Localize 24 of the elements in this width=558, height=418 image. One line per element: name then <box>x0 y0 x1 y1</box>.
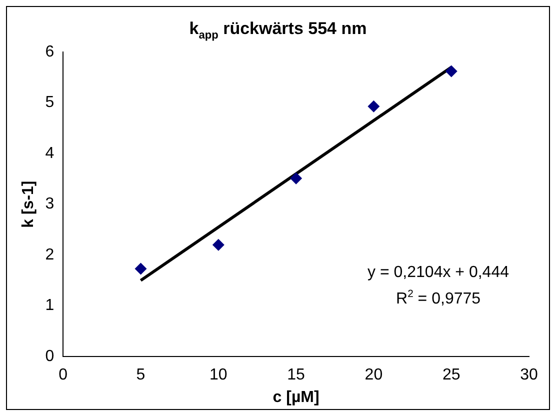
x-tick-label: 30 <box>520 366 538 384</box>
point <box>445 65 458 78</box>
y-tick-label: 6 <box>45 43 54 60</box>
x-tick-label: 5 <box>136 366 146 384</box>
x-tick-label: 25 <box>442 366 460 384</box>
annotation: R$^{2}$ = 0,9775 <box>396 289 481 308</box>
y-tick-label: 1 <box>45 297 54 314</box>
y-axis-title: k [s-1] <box>20 180 38 228</box>
x-tick-label: 10 <box>210 366 228 384</box>
x-tick-label: 0 <box>58 366 68 384</box>
point <box>212 238 224 251</box>
y-tick-label: 5 <box>45 94 54 112</box>
y-tick-label: 2 <box>45 246 54 264</box>
x-axis-title: c [µM] <box>272 388 320 406</box>
y-tick-label: 4 <box>45 144 54 162</box>
x-tick-label: 15 <box>287 366 306 384</box>
y-tick-label: 3 <box>45 196 54 213</box>
y-tick-label: 0 <box>45 348 54 366</box>
annotation: y = 0,2104x + 0,444 <box>368 264 509 281</box>
point <box>368 100 380 112</box>
x-tick-label: 20 <box>364 366 383 384</box>
point <box>290 172 302 184</box>
point <box>134 262 147 275</box>
chart-title: k$_{app}$ rückwärts 554 nm <box>188 19 368 42</box>
